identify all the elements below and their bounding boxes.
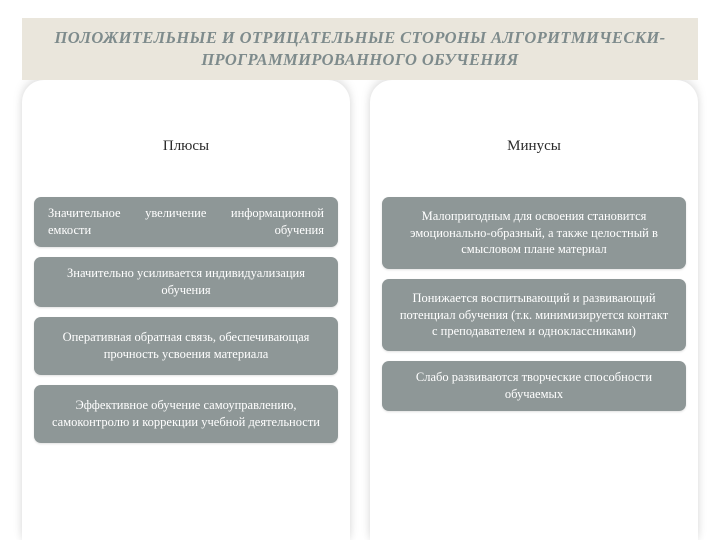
list-item: Оперативная обратная связь, обеспечивающ… <box>34 317 338 375</box>
list-item: Малопригодным для освоения становится эм… <box>382 197 686 269</box>
column-minus-items: Малопригодным для освоения становится эм… <box>382 197 686 411</box>
column-plus-header: Плюсы <box>34 138 338 155</box>
column-minus-header: Минусы <box>382 138 686 155</box>
list-item-label: Оперативная обратная связь, обеспечивающ… <box>48 329 324 363</box>
list-item: Слабо развиваются творческие способности… <box>382 361 686 411</box>
list-item-label: Слабо развиваются творческие способности… <box>396 369 672 403</box>
list-item-label: Значительное увеличение информационной е… <box>48 205 324 239</box>
list-item-label: Малопригодным для освоения становится эм… <box>396 208 672 259</box>
list-item: Эффективное обучение самоуправлению, сам… <box>34 385 338 443</box>
columns-container: Плюсы Значительное увеличение информацио… <box>22 80 698 540</box>
list-item-label: Эффективное обучение самоуправлению, сам… <box>48 397 324 431</box>
column-minus: Минусы Малопригодным для освоения станов… <box>370 80 698 540</box>
list-item: Значительное увеличение информационной е… <box>34 197 338 247</box>
page-title: ПОЛОЖИТЕЛЬНЫЕ И ОТРИЦАТЕЛЬНЫЕ СТОРОНЫ АЛ… <box>46 27 674 72</box>
title-band: ПОЛОЖИТЕЛЬНЫЕ И ОТРИЦАТЕЛЬНЫЕ СТОРОНЫ АЛ… <box>22 18 698 80</box>
column-plus-items: Значительное увеличение информационной е… <box>34 197 338 443</box>
list-item: Значительно усиливается индивидуализация… <box>34 257 338 307</box>
list-item-label: Значительно усиливается индивидуализация… <box>48 265 324 299</box>
list-item-label: Понижается воспитывающий и развивающий п… <box>396 290 672 341</box>
list-item: Понижается воспитывающий и развивающий п… <box>382 279 686 351</box>
column-plus: Плюсы Значительное увеличение информацио… <box>22 80 350 540</box>
